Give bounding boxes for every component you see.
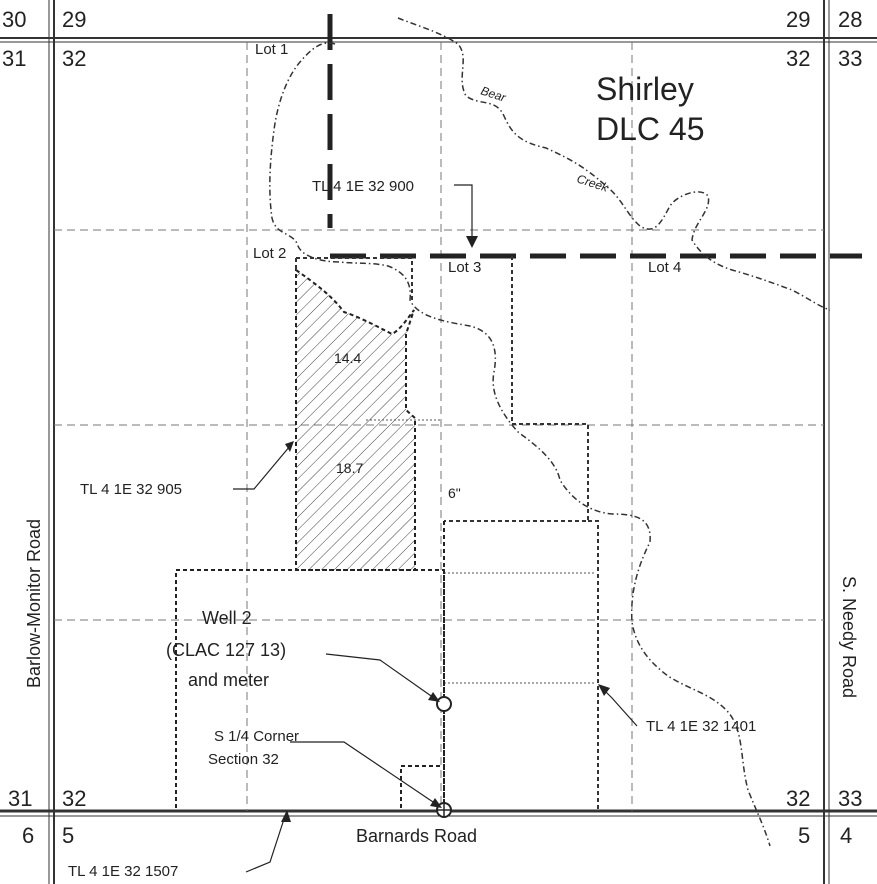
lot-label: Lot 1 — [255, 41, 288, 58]
claim-title-line2: DLC 45 — [596, 111, 705, 147]
section-number: 5 — [798, 823, 810, 848]
section-number: 32 — [62, 786, 86, 811]
taxlot-label-1401: TL 4 1E 32 1401 — [646, 718, 756, 735]
well-label-line3: and meter — [188, 670, 269, 690]
creek-label-creek: Creek — [575, 172, 611, 196]
quarter-grid — [54, 42, 824, 811]
taxlot-label-900: TL 4 1E 32 900 — [312, 178, 414, 195]
section-number: 29 — [62, 7, 86, 32]
corner-label-line2: Section 32 — [208, 751, 279, 768]
section-number: 33 — [838, 46, 862, 71]
section-number: 32 — [786, 46, 810, 71]
section-number: 6 — [22, 823, 34, 848]
leader-lines — [233, 184, 638, 873]
bear-creek — [269, 42, 771, 847]
section-number: 31 — [2, 46, 26, 71]
section-number: 31 — [8, 786, 32, 811]
corner-label-line1: S 1/4 Corner — [214, 728, 299, 745]
section-number: 30 — [2, 7, 26, 32]
section-number: 32 — [62, 46, 86, 71]
well-label-line2: (CLAC 127 13) — [166, 640, 286, 660]
acreage-upper: 14.4 — [334, 350, 361, 366]
lot-label: Lot 3 — [448, 259, 481, 276]
parcel-lot2-edge — [295, 257, 413, 300]
section-number: 4 — [840, 823, 852, 848]
leader-arrowheads — [281, 236, 610, 822]
section-number: 32 — [786, 786, 810, 811]
section-number: 28 — [838, 7, 862, 32]
section-number: 5 — [62, 823, 74, 848]
parcel-905 — [295, 268, 416, 571]
claim-title-line1: Shirley — [596, 71, 694, 107]
lot-label: Lot 4 — [648, 259, 681, 276]
well-symbol[interactable] — [436, 696, 452, 712]
bear-creek-upper — [397, 17, 831, 311]
pipe-size-label: 6" — [448, 485, 461, 501]
section-number: 33 — [838, 786, 862, 811]
acreage-lower: 18.7 — [336, 460, 363, 476]
section-number: 29 — [786, 7, 810, 32]
parcel-1401 — [444, 256, 599, 810]
taxlot-label-1507: TL 4 1E 32 1507 — [68, 863, 178, 880]
well-label-line1: Well 2 — [202, 608, 252, 628]
taxlot-label-905: TL 4 1E 32 905 — [80, 481, 182, 498]
lot-label: Lot 2 — [253, 245, 286, 262]
road-label-east: S. Needy Road — [839, 576, 859, 698]
dlc-boundary — [327, 14, 862, 259]
corner-parcel — [400, 765, 444, 808]
road-label-south: Barnards Road — [356, 826, 477, 846]
road-label-west: Barlow-Monitor Road — [24, 519, 44, 688]
